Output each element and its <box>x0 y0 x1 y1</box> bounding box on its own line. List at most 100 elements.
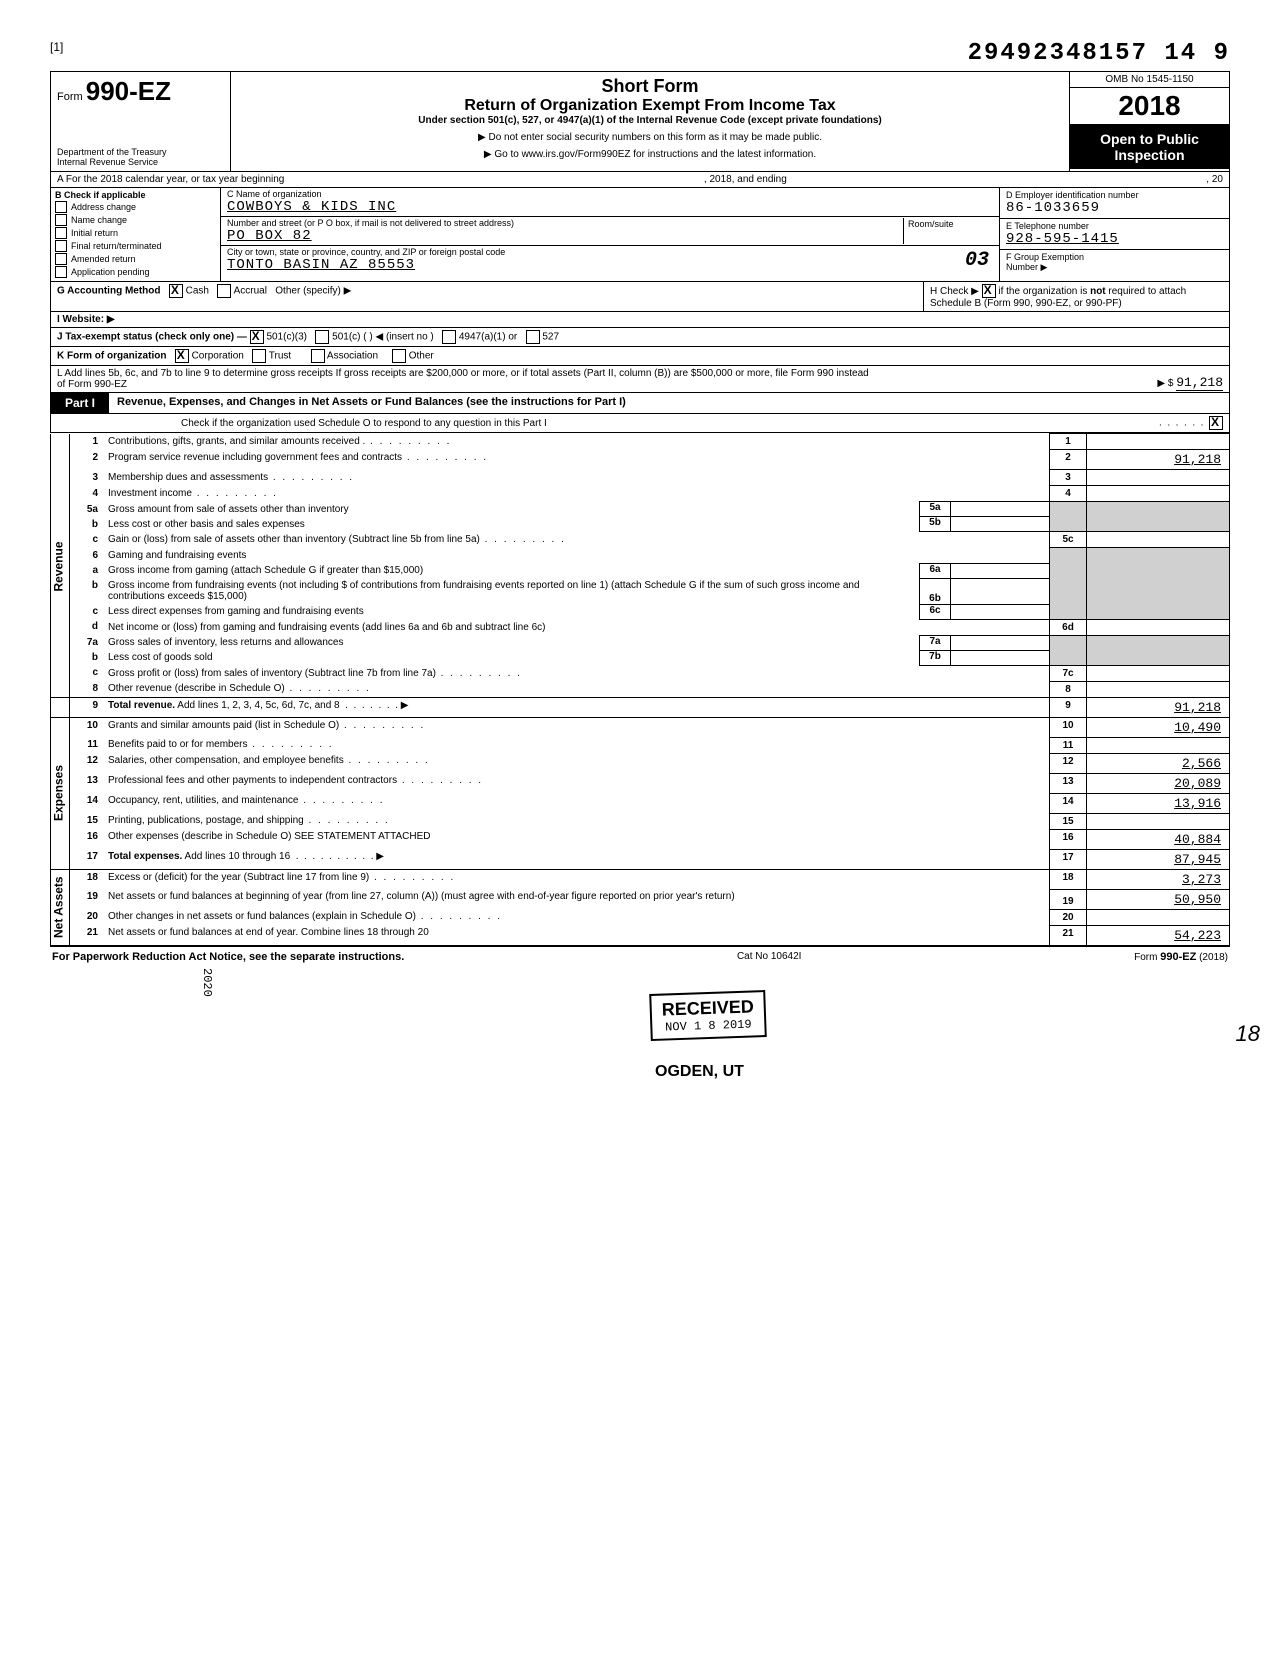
line-8-val <box>1087 681 1230 697</box>
line-5a-text: Gross amount from sale of assets other t… <box>104 502 920 517</box>
line-15-num: 15 <box>70 813 105 829</box>
org-name-label: C Name of organization <box>227 189 993 199</box>
line-5ab-grey-val <box>1087 502 1230 532</box>
line-3-val <box>1087 470 1230 486</box>
line-14-val: 13,916 <box>1087 793 1230 813</box>
line-4-text: Investment income <box>104 486 1050 502</box>
line-6d-text: Net income or (loss) from gaming and fun… <box>104 619 1050 635</box>
line-6c-blank <box>951 604 1050 619</box>
part1-title: Revenue, Expenses, and Changes in Net As… <box>109 393 1229 413</box>
part1-check-o-text: Check if the organization used Schedule … <box>181 418 547 429</box>
cb-4947[interactable] <box>442 330 456 344</box>
lbl-501c3: 501(c)(3) <box>266 332 307 343</box>
line-18-num: 18 <box>70 869 105 889</box>
lbl-final-return: Final return/terminated <box>71 241 162 251</box>
line-l-amount: 91,218 <box>1176 375 1223 391</box>
line-19-rn: 19 <box>1050 889 1087 909</box>
line-5ab-grey <box>1050 502 1087 532</box>
city-value: TONTO BASIN AZ 85553 <box>227 257 993 273</box>
line-21-rn: 21 <box>1050 925 1087 945</box>
lbl-application-pending: Application pending <box>71 267 150 277</box>
line-10-rn: 10 <box>1050 717 1087 737</box>
line-17-num: 17 <box>70 849 105 869</box>
line-11-rn: 11 <box>1050 737 1087 753</box>
group-exemption-label: F Group Exemption <box>1006 252 1223 262</box>
line-6-text: Gaming and fundraising events <box>104 548 1050 564</box>
line-18-val: 3,273 <box>1087 869 1230 889</box>
cb-final-return[interactable] <box>55 240 67 252</box>
line-6b-inner: 6b <box>920 578 951 604</box>
side-rev-end <box>51 697 70 717</box>
row-a-right: , 20 <box>1206 174 1223 185</box>
cb-501c[interactable] <box>315 330 329 344</box>
line-1-text: Contributions, gifts, grants, and simila… <box>104 434 1050 450</box>
line-5b-text: Less cost or other basis and sales expen… <box>104 517 920 532</box>
line-8-num: 8 <box>70 681 105 697</box>
footer-left: For Paperwork Reduction Act Notice, see … <box>52 951 404 963</box>
cb-name-change[interactable] <box>55 214 67 226</box>
stamp-received-text: RECEIVED <box>661 996 754 1020</box>
cb-amended-return[interactable] <box>55 253 67 265</box>
line-l-arrow: ▶ $ <box>1157 378 1173 389</box>
cb-association[interactable] <box>311 349 325 363</box>
note-ssn: ▶ Do not enter social security numbers o… <box>235 132 1065 143</box>
line-3-num: 3 <box>70 470 105 486</box>
cb-schedule-o[interactable] <box>1209 416 1223 430</box>
line-18-rn: 18 <box>1050 869 1087 889</box>
tax-exempt-label: J Tax-exempt status (check only one) — <box>57 332 250 343</box>
line-5b-blank <box>951 517 1050 532</box>
line-4-val <box>1087 486 1230 502</box>
line-11-num: 11 <box>70 737 105 753</box>
line-7a-blank <box>951 635 1050 650</box>
line-21-num: 21 <box>70 925 105 945</box>
line-7c-text: Gross profit or (loss) from sales of inv… <box>104 665 1050 681</box>
cb-initial-return[interactable] <box>55 227 67 239</box>
line-6c-num: c <box>70 604 105 619</box>
group-exemption-number: Number ▶ <box>1006 262 1223 273</box>
cb-corporation[interactable] <box>175 349 189 363</box>
line-6b-num: b <box>70 578 105 604</box>
cb-527[interactable] <box>526 330 540 344</box>
line-8-rn: 8 <box>1050 681 1087 697</box>
lbl-cash: Cash <box>186 286 209 297</box>
line-16-text: Other expenses (describe in Schedule O) … <box>104 829 1050 849</box>
form-header: Form 990-EZ Department of the Treasury I… <box>50 71 1230 172</box>
cb-application-pending[interactable] <box>55 266 67 278</box>
address-value: PO BOX 82 <box>227 228 903 244</box>
line-9-val: 91,218 <box>1087 697 1230 717</box>
part1-tag: Part I <box>51 393 109 413</box>
line-7a-inner: 7a <box>920 635 951 650</box>
document-locator-number: 29492348157 14 9 <box>968 40 1230 67</box>
cb-other-org[interactable] <box>392 349 406 363</box>
cb-accrual[interactable] <box>217 284 231 298</box>
line-6a-inner: 6a <box>920 563 951 578</box>
form-label: Form <box>57 91 83 103</box>
line-9-num: 9 <box>70 697 105 717</box>
line-13-num: 13 <box>70 773 105 793</box>
line-7b-num: b <box>70 650 105 665</box>
line-5a-blank <box>951 502 1050 517</box>
line-2-val: 91,218 <box>1087 450 1230 470</box>
line-11-text: Benefits paid to or for members <box>104 737 1050 753</box>
bracket-marker: [1] <box>50 40 63 67</box>
lbl-accrual: Accrual <box>234 286 267 297</box>
side-expenses: Expenses <box>51 717 70 869</box>
line-2-num: 2 <box>70 450 105 470</box>
line-12-val: 2,566 <box>1087 753 1230 773</box>
cb-h-check[interactable] <box>982 284 996 298</box>
column-d-ids: D Employer identification number 86-1033… <box>999 188 1229 281</box>
lbl-amended-return: Amended return <box>71 254 136 264</box>
cb-501c3[interactable] <box>250 330 264 344</box>
line-6a-text: Gross income from gaming (attach Schedul… <box>104 563 920 578</box>
accounting-method-label: G Accounting Method <box>57 286 161 297</box>
city-label: City or town, state or province, country… <box>227 247 993 257</box>
line-16-num: 16 <box>70 829 105 849</box>
line-19-num: 19 <box>70 889 105 909</box>
line-21-text: Net assets or fund balances at end of ye… <box>104 925 1050 945</box>
cb-trust[interactable] <box>252 349 266 363</box>
cb-address-change[interactable] <box>55 201 67 213</box>
line-7b-inner: 7b <box>920 650 951 665</box>
line-5c-num: c <box>70 532 105 548</box>
ein-label: D Employer identification number <box>1006 190 1223 200</box>
cb-cash[interactable] <box>169 284 183 298</box>
